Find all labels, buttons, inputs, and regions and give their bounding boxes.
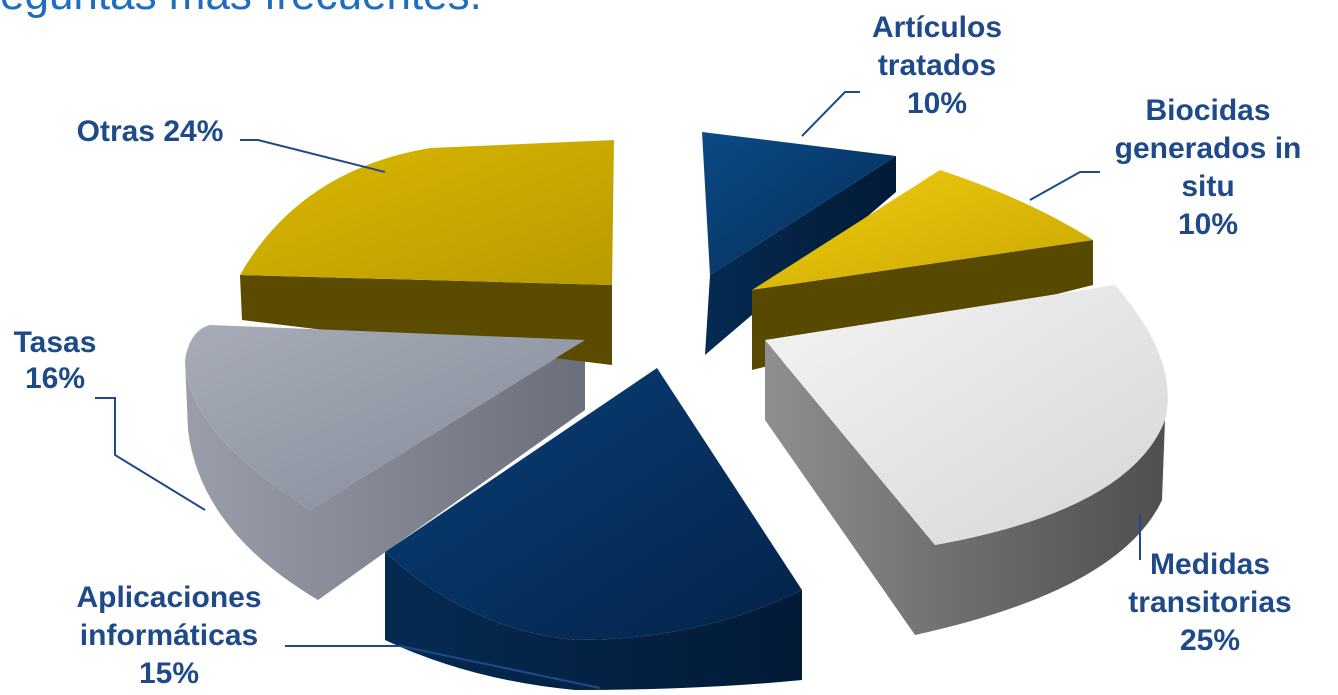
label-line: 10% — [1178, 208, 1238, 241]
pie-slice-medidas — [765, 285, 1168, 545]
label-otras: Otras 24% — [77, 115, 224, 148]
label-medidas: Medidas transitorias 25% — [1128, 548, 1291, 657]
label-line: generados in — [1115, 132, 1302, 165]
pie-slice-aplicaciones — [385, 368, 802, 640]
label-articulos: Artículos tratados 10% — [872, 11, 1002, 120]
label-biocidas: Biocidas generados in situ 10% — [1115, 94, 1302, 241]
label-line: transitorias — [1128, 586, 1291, 619]
pie-slice-otras — [240, 140, 614, 285]
pie-slice-side-medidas — [765, 340, 1165, 635]
label-line: informáticas — [80, 619, 258, 652]
label-line: Otras 24% — [77, 115, 224, 148]
pie-slice-side-tasas — [185, 340, 585, 600]
label-line: 16% — [25, 362, 85, 395]
label-line: Tasas — [14, 326, 97, 359]
label-line: 25% — [1180, 624, 1240, 657]
label-line: situ — [1181, 170, 1234, 203]
pie-slice-side-aplicaciones — [385, 552, 802, 690]
label-aplicaciones: Aplicaciones informáticas 15% — [76, 581, 261, 690]
pie-slice-biocidas — [752, 170, 1093, 290]
leader-line-articulos — [801, 91, 860, 137]
label-line: tratados — [878, 49, 996, 82]
pie-slice-tasas — [185, 325, 585, 510]
page-title: eguntas más frecuentes. — [0, 0, 482, 20]
label-line: Artículos — [872, 11, 1002, 44]
label-line: Aplicaciones — [76, 581, 261, 614]
leader-line-aplicaciones — [285, 645, 601, 689]
label-tasas: Tasas 16% — [14, 326, 97, 395]
label-line: Biocidas — [1145, 94, 1270, 127]
label-line: 10% — [907, 87, 967, 120]
pie-slice-articulos — [702, 132, 896, 275]
label-line: 15% — [139, 657, 199, 690]
label-line: Medidas — [1150, 548, 1270, 581]
leader-line-otras — [240, 139, 386, 173]
leader-line-biocidas — [1029, 171, 1100, 201]
leader-line-tasas — [95, 397, 206, 511]
